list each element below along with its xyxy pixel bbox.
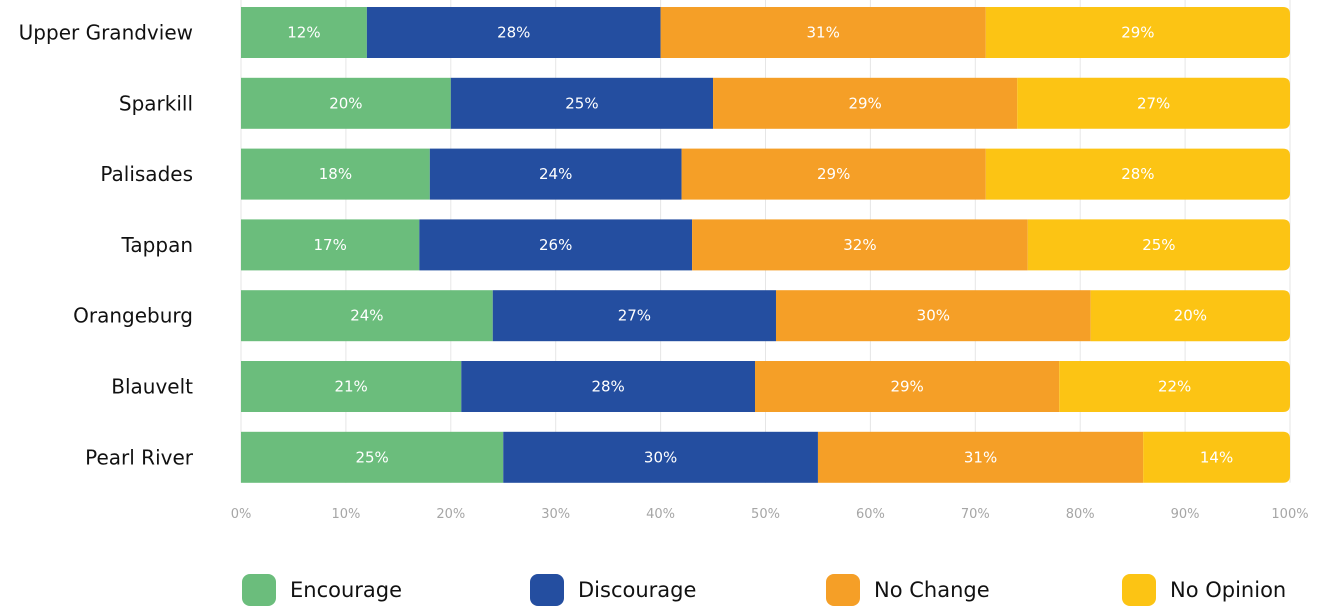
- x-tick-label: 50%: [751, 507, 780, 522]
- bar-no-opinion-upper-grandview: [985, 7, 1290, 58]
- data-label-no-change-orangeburg: 30%: [917, 307, 950, 325]
- x-tick-label: 90%: [1171, 507, 1200, 522]
- bar-no-opinion-sparkill: [1017, 77, 1290, 129]
- data-label-no-change-blauvelt: 29%: [890, 378, 923, 396]
- data-label-no-change-tappan: 32%: [843, 236, 876, 254]
- data-label-discourage-blauvelt: 28%: [591, 378, 624, 396]
- x-tick-label: 10%: [331, 507, 360, 522]
- bar-discourage-tappan: [419, 219, 693, 271]
- category-labels: Upper Grandview Sparkill Palisades Tappan Or…: [19, 21, 194, 470]
- legend-label-no-change: No Change: [874, 578, 990, 602]
- data-label-no-change-sparkill: 29%: [848, 94, 881, 112]
- category-label-upper-grandview: Upper Grandview: [19, 21, 193, 45]
- category-label-orangeburg: Orangeburg: [73, 304, 193, 328]
- data-label-discourage-pearl-river: 30%: [644, 448, 677, 466]
- legend-label-encourage: Encourage: [290, 578, 403, 602]
- category-label-blauvelt: Blauvelt: [111, 375, 193, 399]
- data-label-no-opinion-tappan: 25%: [1142, 236, 1175, 254]
- bar-encourage-pearl-river: [241, 431, 504, 483]
- data-label-no-opinion-orangeburg: 20%: [1174, 307, 1207, 325]
- data-label-discourage-tappan: 26%: [539, 236, 572, 254]
- bar-encourage-blauvelt: [241, 361, 462, 412]
- bar-no-opinion-tappan: [1027, 219, 1290, 271]
- bar-discourage-blauvelt: [461, 361, 756, 412]
- bar-no-opinion-pearl-river: [1143, 431, 1290, 483]
- data-label-discourage-orangeburg: 27%: [618, 307, 651, 325]
- bar-no-opinion-orangeburg: [1090, 290, 1290, 342]
- x-tick-label: 0%: [231, 507, 252, 522]
- bar-encourage-upper-grandview: [241, 7, 367, 58]
- bar-no-change-blauvelt: [755, 361, 1060, 412]
- data-label-no-opinion-palisades: 28%: [1121, 165, 1154, 183]
- data-label-encourage-sparkill: 20%: [329, 94, 362, 112]
- data-label-no-change-palisades: 29%: [817, 165, 850, 183]
- data-label-encourage-pearl-river: 25%: [355, 448, 388, 466]
- legend-item-encourage: Encourage: [242, 574, 402, 606]
- bar-no-change-pearl-river: [817, 431, 1144, 483]
- bar-discourage-orangeburg: [492, 290, 776, 342]
- data-label-encourage-orangeburg: 24%: [350, 307, 383, 325]
- bar-discourage-upper-grandview: [366, 7, 661, 58]
- legend: Encourage Discourage No Change No Opinio…: [0, 574, 1325, 614]
- x-tick-label: 40%: [646, 507, 675, 522]
- bar-no-opinion-palisades: [985, 148, 1290, 200]
- bar-discourage-pearl-river: [503, 431, 818, 483]
- legend-label-discourage: Discourage: [578, 578, 697, 602]
- bar-segments: [241, 7, 1290, 483]
- legend-item-no-opinion: No Opinion: [1122, 574, 1286, 606]
- bar-no-change-orangeburg: [775, 290, 1091, 342]
- data-label-discourage-palisades: 24%: [539, 165, 572, 183]
- legend-item-discourage: Discourage: [530, 574, 696, 606]
- x-tick-label: 20%: [436, 507, 465, 522]
- bar-discourage-sparkill: [450, 77, 714, 129]
- bar-encourage-orangeburg: [241, 290, 493, 342]
- legend-swatch-no-change: [826, 574, 860, 606]
- bar-encourage-palisades: [241, 148, 430, 200]
- category-label-sparkill: Sparkill: [119, 91, 193, 115]
- bar-discourage-palisades: [429, 148, 682, 200]
- segment-labels: 12% 28% 31% 29% 20% 25% 29% 27% 18% 24% 29% 28% 17% 2…: [287, 24, 1233, 467]
- bar-no-change-upper-grandview: [660, 7, 986, 58]
- data-label-discourage-sparkill: 25%: [565, 94, 598, 112]
- bar-encourage-sparkill: [241, 77, 451, 129]
- legend-swatch-discourage: [530, 574, 564, 606]
- data-label-discourage-upper-grandview: 28%: [497, 24, 530, 42]
- category-label-tappan: Tappan: [121, 233, 193, 257]
- category-label-palisades: Palisades: [100, 162, 193, 186]
- data-label-no-opinion-pearl-river: 14%: [1200, 448, 1233, 466]
- stacked-bar-chart: 12% 28% 31% 29% 20% 25% 29% 27% 18% 24% 29% 28% 17% 2…: [19, 0, 1309, 522]
- data-label-no-change-upper-grandview: 31%: [807, 24, 840, 42]
- x-tick-label: 30%: [541, 507, 570, 522]
- data-label-encourage-blauvelt: 21%: [334, 378, 367, 396]
- x-tick-label: 60%: [856, 507, 885, 522]
- data-label-encourage-palisades: 18%: [319, 165, 352, 183]
- bar-no-opinion-blauvelt: [1059, 361, 1290, 412]
- legend-item-no-change: No Change: [826, 574, 990, 606]
- bar-no-change-sparkill: [713, 77, 1018, 129]
- category-label-pearl-river: Pearl River: [85, 445, 194, 469]
- data-label-no-opinion-sparkill: 27%: [1137, 94, 1170, 112]
- data-label-encourage-tappan: 17%: [313, 236, 346, 254]
- x-tick-label: 100%: [1271, 507, 1308, 522]
- x-tick-label: 80%: [1066, 507, 1095, 522]
- data-label-no-opinion-blauvelt: 22%: [1158, 378, 1191, 396]
- bar-encourage-tappan: [241, 219, 420, 271]
- legend-swatch-no-opinion: [1122, 574, 1156, 606]
- data-label-no-opinion-upper-grandview: 29%: [1121, 24, 1154, 42]
- legend-swatch-encourage: [242, 574, 276, 606]
- bar-no-change-tappan: [692, 219, 1028, 271]
- x-axis-ticks: 0% 10% 20% 30% 40% 50% 60% 70% 80% 90% 100%: [231, 507, 1309, 522]
- data-label-encourage-upper-grandview: 12%: [287, 24, 320, 42]
- bar-no-change-palisades: [681, 148, 986, 200]
- x-tick-label: 70%: [961, 507, 990, 522]
- legend-label-no-opinion: No Opinion: [1170, 578, 1287, 602]
- data-label-no-change-pearl-river: 31%: [964, 448, 997, 466]
